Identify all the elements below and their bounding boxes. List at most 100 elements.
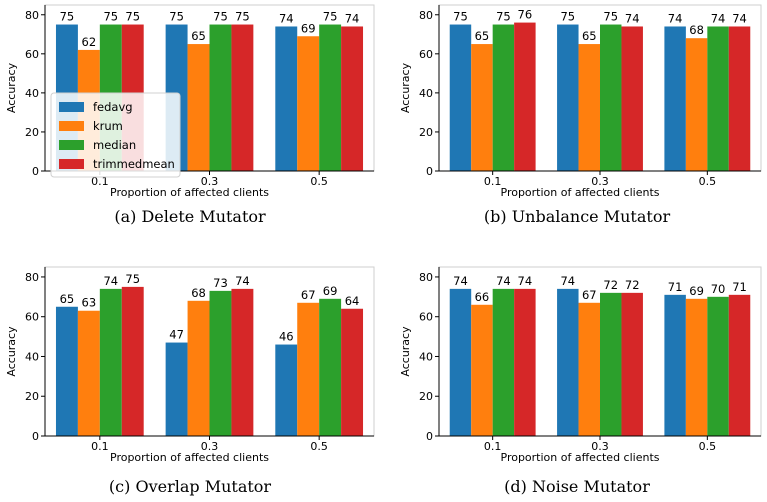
y-tick-label-0: 0 (32, 430, 39, 443)
data-label-fedavg-0.5: 46 (279, 330, 294, 344)
data-label-median-0.1: 74 (103, 274, 118, 288)
x-tick-label-0.3: 0.3 (201, 175, 219, 188)
caption-unbalance-mutator: (b) Unbalance Mutator (483, 207, 671, 226)
bar-fedavg-0.3 (557, 288, 579, 436)
bar-trimmedmean-0.1 (514, 22, 536, 171)
y-axis-label: Accuracy (399, 62, 412, 113)
data-label-fedavg-0.5: 74 (668, 11, 683, 25)
bar-krum-0.3 (187, 300, 210, 436)
data-label-median-0.3: 72 (603, 278, 618, 292)
data-label-krum-0.3: 65 (191, 29, 206, 43)
bar-median-0.5 (707, 296, 729, 436)
panel-delete-mutator: 75 75 74 62 65 69 75 75 75 75 75 74 0 20 40 60 80 0.1 0.3 0… (0, 0, 380, 240)
x-axis-label: Proportion of affected clients (110, 451, 269, 464)
data-label-krum-0.1: 65 (475, 29, 490, 43)
bar-fedavg-0.1 (449, 288, 472, 436)
data-label-trimmedmean-0.3: 72 (625, 278, 640, 292)
bar-fedavg-0.3 (165, 342, 188, 436)
x-tick-label-0.5: 0.5 (310, 440, 328, 453)
data-label-krum-0.1: 66 (475, 290, 490, 304)
data-label-krum-0.5: 69 (301, 21, 316, 35)
bar-median-0.1 (492, 24, 515, 172)
data-label-trimmedmean-0.5: 71 (732, 280, 747, 294)
chart-delete-mutator: 75 75 74 62 65 69 75 75 75 75 75 74 0 20 40 60 80 0.1 0.3 0… (5, 4, 375, 199)
data-label-krum-0.5: 69 (689, 284, 704, 298)
data-label-trimmedmean-0.1: 75 (125, 10, 140, 24)
data-label-trimmedmean-0.3: 74 (625, 11, 640, 25)
y-tick-label-60: 60 (25, 311, 39, 324)
data-label-median-0.1: 74 (496, 274, 511, 288)
bar-krum-0.3 (578, 44, 600, 172)
x-axis-label: Proportion of affected clients (501, 186, 660, 199)
y-tick-label-20: 20 (25, 126, 39, 139)
legend-label-krum: krum (93, 119, 123, 133)
y-tick-label-80: 80 (419, 271, 433, 284)
caption-noise-mutator: (d) Noise Mutator (504, 477, 650, 496)
data-label-median-0.5: 74 (711, 11, 726, 25)
chart-overlap-mutator: 65 47 46 63 68 67 74 73 69 75 74 64 0 20 40 60 80 0.1 0.3 0… (5, 266, 375, 464)
y-tick-label-20: 20 (25, 390, 39, 403)
y-tick-label-20: 20 (419, 126, 433, 139)
bar-krum-0.3 (578, 302, 600, 436)
bar-median-0.5 (319, 24, 342, 172)
y-tick-label-80: 80 (419, 9, 433, 22)
bar-fedavg-0.1 (449, 24, 472, 172)
data-label-median-0.1: 75 (103, 10, 118, 24)
data-label-median-0.3: 75 (213, 10, 228, 24)
bar-median-0.3 (600, 292, 622, 436)
data-label-trimmedmean-0.5: 74 (732, 11, 747, 25)
data-label-fedavg-0.3: 74 (560, 274, 575, 288)
legend-label-fedavg: fedavg (93, 100, 133, 114)
caption-overlap-mutator: (c) Overlap Mutator (108, 477, 272, 496)
y-tick-label-40: 40 (25, 350, 39, 363)
x-tick-label-0.1: 0.1 (91, 175, 109, 188)
bar-fedavg-0.5 (664, 294, 686, 436)
y-tick-label-60: 60 (419, 48, 433, 61)
data-label-fedavg-0.3: 75 (169, 10, 184, 24)
data-label-trimmedmean-0.1: 74 (518, 274, 533, 288)
caption-delete-mutator: (a) Delete Mutator (114, 207, 266, 226)
data-label-fedavg-0.1: 74 (453, 274, 468, 288)
data-label-krum-0.3: 67 (582, 288, 597, 302)
data-label-fedavg-0.3: 47 (169, 328, 184, 342)
bar-fedavg-0.5 (275, 344, 298, 436)
x-tick-label-0.1: 0.1 (484, 175, 502, 188)
bar-median-0.1 (492, 288, 515, 436)
y-tick-label-0: 0 (32, 165, 39, 178)
legend-swatch-trimmedmean (59, 159, 84, 169)
legend-label-median: median (93, 138, 136, 152)
x-tick-label-0.3: 0.3 (591, 440, 609, 453)
bar-median-0.5 (707, 26, 729, 172)
y-tick-label-0: 0 (426, 165, 433, 178)
bar-krum-0.5 (297, 36, 320, 171)
panel-unbalance-mutator: 75 75 74 65 65 68 75 75 74 76 74 74 0 20 40 60 80 0.1 0.3 0… (387, 0, 767, 240)
data-label-median-0.3: 73 (213, 276, 228, 290)
data-label-median-0.1: 75 (496, 10, 511, 24)
y-tick-label-0: 0 (426, 430, 433, 443)
bar-median-0.1 (99, 288, 122, 436)
bar-trimmedmean-0.5 (341, 26, 364, 172)
y-tick-label-40: 40 (25, 87, 39, 100)
data-label-trimmedmean-0.3: 74 (235, 274, 250, 288)
legend: fedavg krum median trimmedmean (50, 92, 181, 178)
bar-trimmedmean-0.3 (621, 292, 643, 436)
data-label-median-0.3: 75 (603, 10, 618, 24)
legend-box (50, 92, 181, 178)
panel-noise-mutator: 74 74 71 66 67 69 74 72 70 74 72 71 0 20 40 60 80 0.1 0.3 0… (387, 262, 767, 502)
bar-median-0.3 (209, 24, 232, 172)
y-tick-label-40: 40 (419, 350, 433, 363)
data-label-krum-0.1: 62 (82, 35, 97, 49)
bar-krum-0.5 (685, 38, 708, 172)
data-label-median-0.5: 75 (323, 10, 338, 24)
y-tick-label-60: 60 (419, 311, 433, 324)
chart-unbalance-mutator: 75 75 74 65 65 68 75 75 74 76 74 74 0 20 40 60 80 0.1 0.3 0… (399, 4, 762, 199)
x-axis-label: Proportion of affected clients (501, 451, 660, 464)
bar-trimmedmean-0.3 (621, 26, 643, 172)
x-tick-label-0.1: 0.1 (91, 440, 109, 453)
bar-trimmedmean-0.3 (231, 288, 254, 436)
data-label-trimmedmean-0.5: 64 (345, 294, 360, 308)
x-axis-label: Proportion of affected clients (110, 186, 269, 199)
bar-median-0.5 (319, 298, 342, 436)
legend-swatch-krum (59, 121, 84, 131)
